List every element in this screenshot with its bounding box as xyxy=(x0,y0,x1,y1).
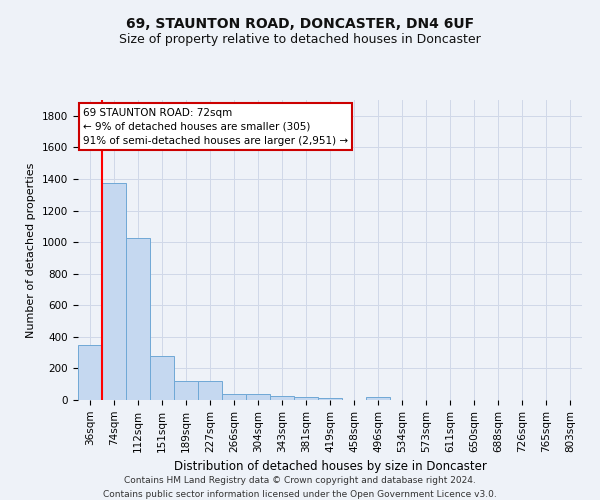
Text: 69, STAUNTON ROAD, DONCASTER, DN4 6UF: 69, STAUNTON ROAD, DONCASTER, DN4 6UF xyxy=(126,18,474,32)
Bar xyxy=(270,396,294,400)
X-axis label: Distribution of detached houses by size in Doncaster: Distribution of detached houses by size … xyxy=(173,460,487,473)
Text: Contains HM Land Registry data © Crown copyright and database right 2024.
Contai: Contains HM Land Registry data © Crown c… xyxy=(103,476,497,498)
Bar xyxy=(174,381,198,400)
Text: Size of property relative to detached houses in Doncaster: Size of property relative to detached ho… xyxy=(119,32,481,46)
Bar xyxy=(126,238,150,400)
Bar xyxy=(150,356,174,400)
Y-axis label: Number of detached properties: Number of detached properties xyxy=(26,162,37,338)
Bar xyxy=(198,381,222,400)
Bar xyxy=(102,183,126,400)
Bar xyxy=(294,397,318,400)
Bar xyxy=(246,394,270,400)
Bar xyxy=(318,398,342,400)
Bar xyxy=(222,394,246,400)
Bar xyxy=(78,344,102,400)
Bar xyxy=(366,397,390,400)
Text: 69 STAUNTON ROAD: 72sqm
← 9% of detached houses are smaller (305)
91% of semi-de: 69 STAUNTON ROAD: 72sqm ← 9% of detached… xyxy=(83,108,348,146)
